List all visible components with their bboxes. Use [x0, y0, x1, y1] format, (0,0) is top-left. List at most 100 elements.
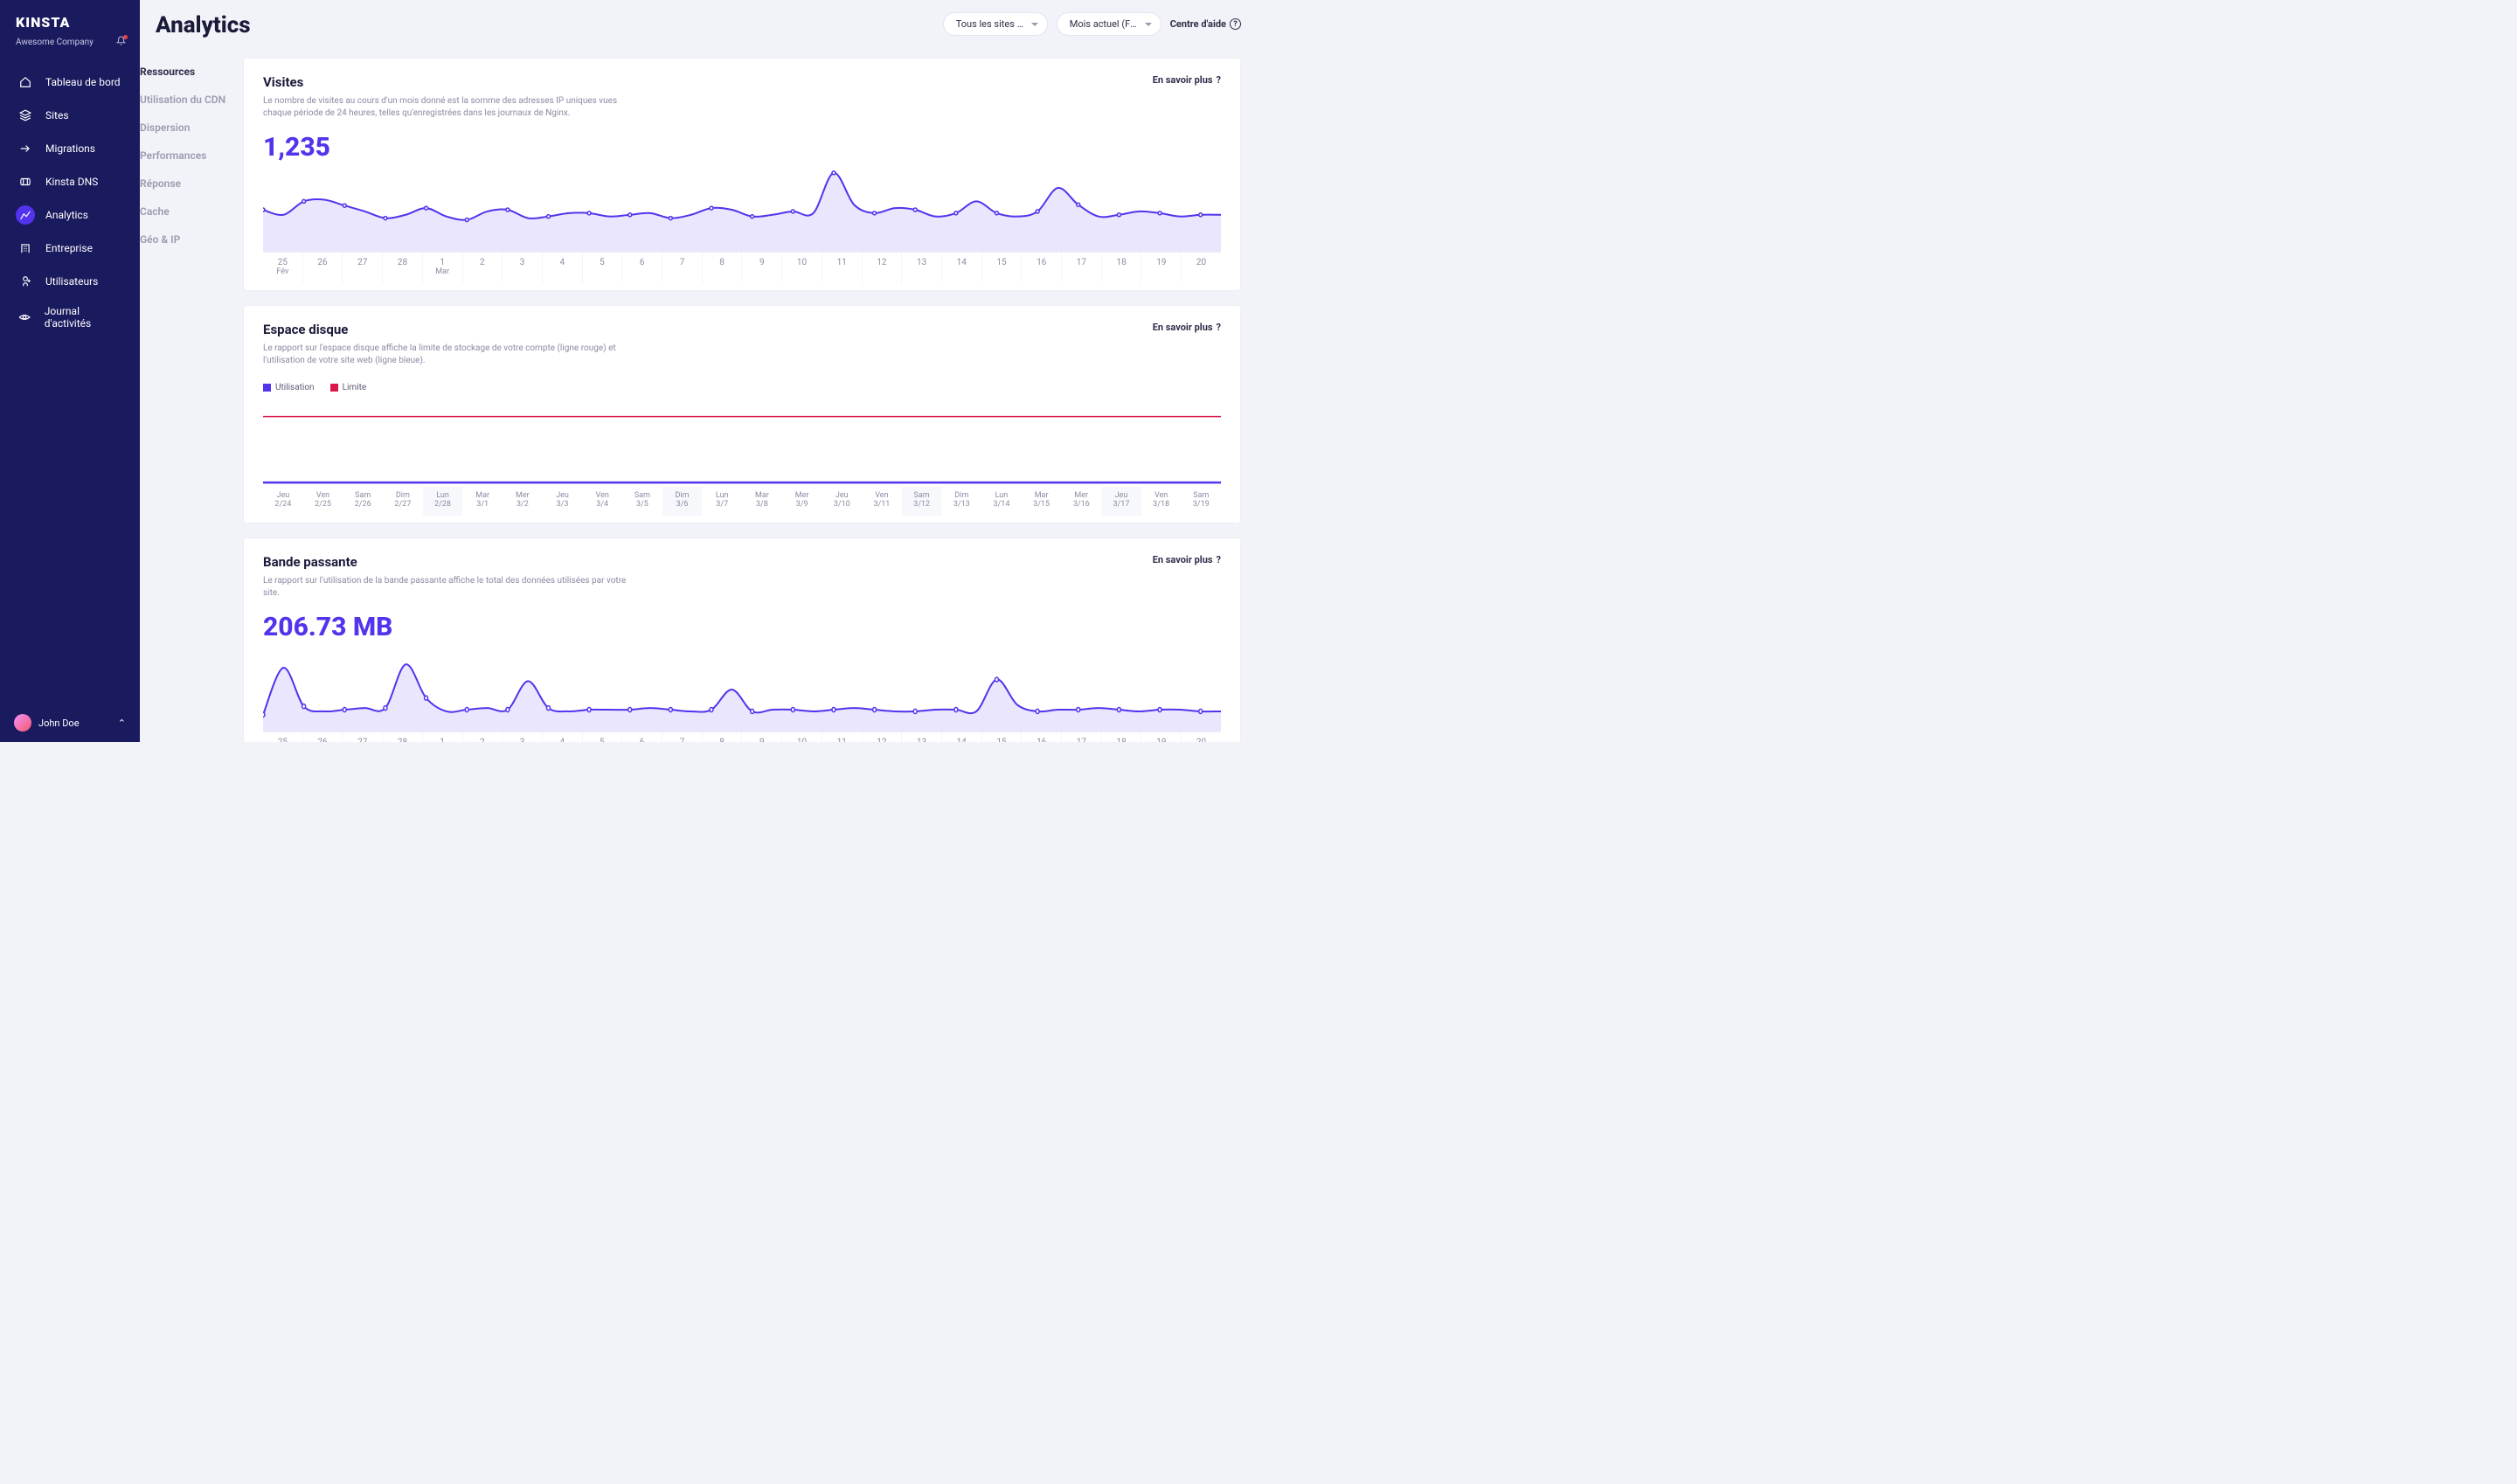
sites-selector[interactable]: Tous les sites co…	[943, 12, 1048, 36]
x-tick: 14	[941, 253, 981, 283]
disk-x-tick: Sam3/19	[1181, 487, 1221, 516]
subnav-item[interactable]: Ressources	[140, 58, 243, 86]
subnav-item[interactable]: Cache	[140, 198, 243, 225]
disk-legend: Utilisation Limite	[263, 383, 1221, 392]
x-tick: 12	[862, 253, 902, 283]
visits-chart	[263, 168, 1221, 252]
x-tick: 27	[342, 253, 382, 283]
disk-x-tick: Mar3/15	[1022, 487, 1062, 516]
x-tick: 11	[822, 253, 862, 283]
nav-label: Sites	[45, 109, 69, 121]
nav-label: Analytics	[45, 209, 88, 221]
stack-icon	[16, 106, 35, 125]
disk-x-tick: Jeu3/10	[822, 487, 862, 516]
info-icon: ?	[1217, 74, 1221, 86]
x-tick: 7	[662, 732, 702, 742]
x-tick: 6	[621, 253, 662, 283]
x-tick: 9	[741, 253, 781, 283]
x-tick: 16	[1021, 253, 1061, 283]
nav-label: Journal d'activités	[45, 305, 124, 329]
disk-card: Espace disque Le rapport sur l'espace di…	[243, 305, 1241, 524]
brand-logo: KINSTA	[0, 0, 140, 36]
nav-label: Utilisateurs	[45, 275, 98, 288]
x-tick: 2	[462, 253, 503, 283]
nav-item-home[interactable]: Tableau de bord	[0, 66, 140, 99]
disk-desc: Le rapport sur l'espace disque affiche l…	[263, 343, 639, 367]
avatar	[14, 714, 31, 732]
help-center-link[interactable]: Centre d'aide?	[1170, 18, 1241, 30]
info-icon: ?	[1217, 322, 1221, 333]
nav-item-building[interactable]: Entreprise	[0, 232, 140, 265]
disk-x-tick: Sam2/26	[343, 487, 383, 516]
x-tick: 3	[502, 253, 542, 283]
visits-card: Visites Le nombre de visites au cours d'…	[243, 58, 1241, 291]
user-icon	[16, 272, 35, 291]
x-tick: 2	[462, 732, 503, 742]
page-title: Analytics	[156, 12, 369, 38]
x-tick: 9	[741, 732, 781, 742]
disk-learn-more[interactable]: En savoir plus?	[1153, 322, 1221, 333]
sidebar: KINSTA Awesome Company Tableau de bord Si…	[0, 0, 140, 742]
x-tick: 14	[941, 732, 981, 742]
x-tick: 5	[582, 253, 622, 283]
x-tick: 15	[981, 732, 1022, 742]
x-tick: 1	[422, 732, 462, 742]
subnav-item[interactable]: Dispersion	[140, 114, 243, 142]
period-selector[interactable]: Mois actuel (Fév 27…	[1057, 12, 1161, 36]
x-tick: 16	[1021, 732, 1061, 742]
bandwidth-card: Bande passante Le rapport sur l'utilisat…	[243, 537, 1241, 742]
x-tick: 1Mar	[422, 253, 462, 283]
disk-x-tick: Lun2/28	[423, 487, 463, 516]
bandwidth-learn-more[interactable]: En savoir plus?	[1153, 554, 1221, 565]
disk-x-tick: Sam3/12	[902, 487, 942, 516]
x-tick: 15	[981, 253, 1022, 283]
disk-x-tick: Ven3/18	[1141, 487, 1182, 516]
home-icon	[16, 73, 35, 92]
x-tick: 26	[302, 253, 343, 283]
notifications-icon[interactable]	[116, 36, 126, 48]
x-tick: 18	[1101, 732, 1141, 742]
disk-x-tick: Mer3/16	[1061, 487, 1101, 516]
eye-icon	[16, 308, 34, 327]
nav-item-eye[interactable]: Journal d'activités	[0, 298, 140, 336]
disk-x-tick: Jeu2/24	[263, 487, 303, 516]
nav-label: Tableau de bord	[45, 76, 121, 88]
subnav-item[interactable]: Réponse	[140, 170, 243, 198]
x-tick: 19	[1141, 253, 1181, 283]
subnav-item[interactable]: Performances	[140, 142, 243, 170]
building-icon	[16, 239, 35, 258]
disk-x-tick: Ven2/25	[303, 487, 343, 516]
chevron-up-icon[interactable]: ⌃	[118, 718, 126, 729]
nav-item-chart[interactable]: Analytics	[0, 198, 140, 232]
nav-list: Tableau de bord Sites MigrationsKinsta DNS…	[0, 66, 140, 336]
sidebar-footer[interactable]: John Doe ⌃	[0, 704, 140, 742]
nav-item-dns[interactable]: Kinsta DNS	[0, 165, 140, 198]
disk-x-tick: Jeu3/17	[1101, 487, 1141, 516]
x-tick: 13	[901, 253, 941, 283]
x-tick: 11	[822, 732, 862, 742]
visits-learn-more[interactable]: En savoir plus?	[1153, 74, 1221, 86]
x-tick: 18	[1101, 253, 1141, 283]
disk-x-tick: Dim2/27	[383, 487, 423, 516]
x-tick: 8	[702, 253, 742, 283]
nav-item-user[interactable]: Utilisateurs	[0, 265, 140, 298]
disk-x-tick: Lun3/14	[981, 487, 1022, 516]
bandwidth-title: Bande passante	[263, 554, 639, 570]
chart-icon	[16, 205, 35, 225]
arrow-icon	[16, 139, 35, 158]
nav-item-stack[interactable]: Sites	[0, 99, 140, 132]
disk-title: Espace disque	[263, 322, 639, 337]
visits-value: 1,235	[263, 132, 1221, 163]
subnav-item[interactable]: Géo & IP	[140, 225, 243, 253]
help-icon: ?	[1230, 18, 1241, 30]
visits-xaxis: 25Fév2627281Mar2345678910111213141516171…	[263, 252, 1221, 283]
user-name: John Doe	[38, 718, 80, 729]
x-tick: 19	[1141, 732, 1181, 742]
company-name: Awesome Company	[16, 38, 94, 47]
x-tick: 20	[1181, 732, 1221, 742]
subnav-list: RessourcesUtilisation du CDNDispersionPe…	[140, 58, 243, 253]
disk-chart	[263, 401, 1221, 487]
subnav-item[interactable]: Utilisation du CDN	[140, 86, 243, 114]
nav-item-arrow[interactable]: Migrations	[0, 132, 140, 165]
x-tick: 20	[1181, 253, 1221, 283]
